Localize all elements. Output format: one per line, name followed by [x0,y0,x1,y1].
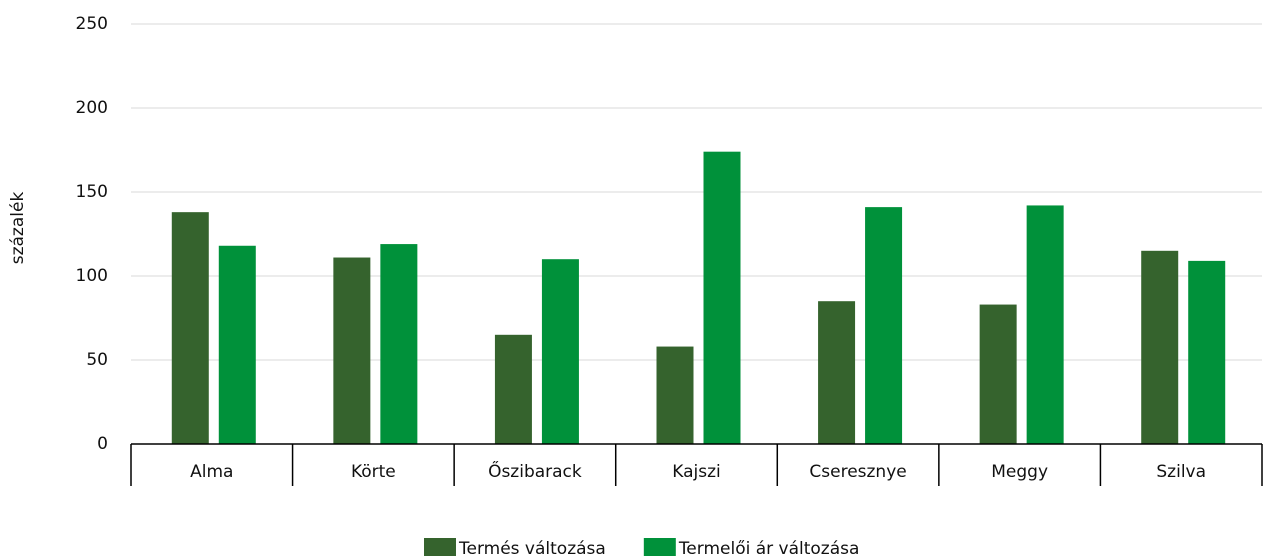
bar [1188,260,1226,444]
bar [818,301,856,444]
y-tick-label: 100 [76,266,108,286]
x-tick-label: Meggy [991,462,1048,482]
bar [218,245,256,444]
y-tick-label: 0 [97,434,108,454]
legend-label: Termelői ár változása [678,539,860,556]
bar [865,207,903,444]
x-tick-label: Cseresznye [809,462,906,482]
y-tick-label: 50 [86,350,108,370]
bar [979,304,1017,444]
bar [171,212,209,444]
legend-swatch [643,538,676,558]
bar [1141,250,1179,444]
bar [703,151,741,444]
legend-swatch [424,538,456,558]
x-tick-label: Őszibarack [488,460,582,482]
bar [494,334,532,444]
x-tick-label: Szilva [1156,462,1206,482]
bar [656,346,694,444]
bar [380,244,418,444]
y-tick-label: 250 [76,14,108,34]
x-tick-label: Körte [351,462,396,482]
legend-label: Termés változása [458,539,606,556]
bar [541,259,579,444]
x-tick-label: Kajszi [672,462,721,482]
y-tick-label: 200 [76,98,108,118]
bar [333,257,371,444]
x-tick-label: Alma [190,462,233,482]
bar [1026,205,1064,444]
y-tick-label: 150 [76,182,108,202]
y-axis-label: százalék [8,192,28,265]
